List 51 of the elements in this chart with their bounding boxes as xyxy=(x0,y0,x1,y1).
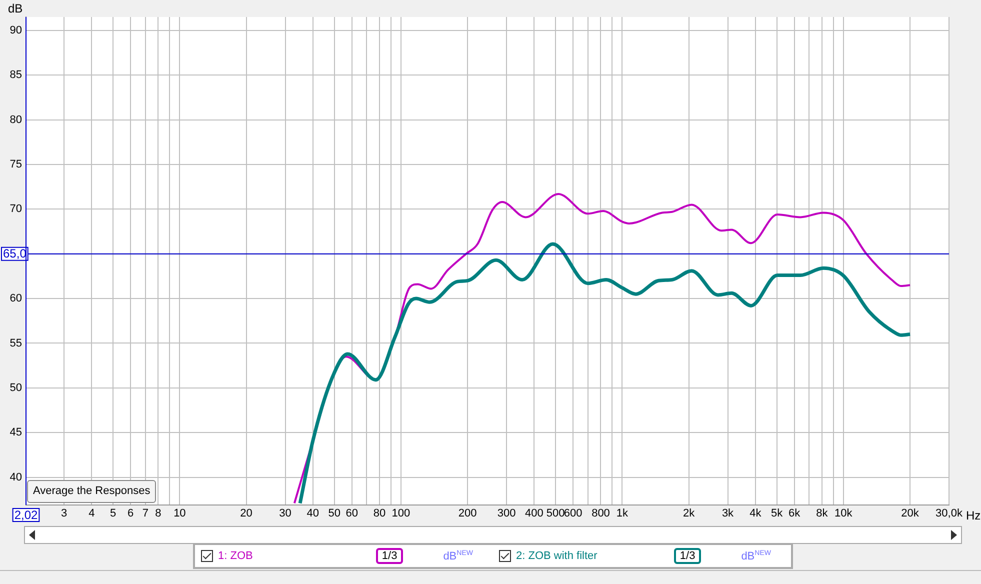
x-tick-label: 4k xyxy=(750,508,762,520)
x-tick-label: 60 xyxy=(346,508,358,520)
x-tick-label: 4 xyxy=(88,508,95,520)
y-tick-label: 70 xyxy=(10,203,22,216)
text: dB$^{NEW}$ xyxy=(443,550,473,562)
x-tick-label: 5k xyxy=(771,508,784,520)
x-tick-label: 400 xyxy=(524,508,544,520)
text: 1: ZOB xyxy=(218,550,253,562)
x-tick-label: 30 xyxy=(279,508,292,520)
x-tick-label: 300 xyxy=(497,508,516,520)
y-axis-title: dB xyxy=(8,1,23,16)
x-axis-title: Hz xyxy=(966,508,981,522)
x-tick-label: 8k xyxy=(816,508,828,520)
y-tick-label: 55 xyxy=(10,337,22,350)
x-tick-label: 6 xyxy=(128,508,134,520)
y-tick-label: 90 xyxy=(10,24,22,36)
x-tick-label: 500 xyxy=(546,508,565,520)
x-tick-label: 5 xyxy=(110,508,116,520)
x-tick-label: 200 xyxy=(458,508,477,520)
x-tick-label: 8 xyxy=(155,508,162,520)
x-tick-label: 2k xyxy=(682,508,696,520)
y-tick-label: 75 xyxy=(10,158,22,171)
x-tick-label: 10k xyxy=(834,508,853,520)
x-tick-label: 80 xyxy=(373,508,386,520)
x-tick-label: 30,0k xyxy=(936,508,963,520)
x-tick-label: 3k xyxy=(722,508,734,520)
average-button: Average the Responses xyxy=(27,480,156,503)
text: dB$^{NEW}$ xyxy=(741,550,771,562)
ref-line-label: 2,02 xyxy=(14,508,38,522)
y-tick-label: 50 xyxy=(10,382,22,394)
x-tick-label: 20k xyxy=(901,508,920,520)
x-tick-label: 3 xyxy=(60,508,68,520)
x-tick-label: 6k xyxy=(788,508,801,520)
y-tick-label: 80 xyxy=(10,114,22,126)
x-tick-label: 600 xyxy=(564,508,582,520)
x-tick-label: 10 xyxy=(174,508,186,520)
x-tick-label: 7 xyxy=(142,508,148,520)
x-tick-label: 100 xyxy=(392,508,410,520)
text: 1/3 xyxy=(674,548,702,564)
text: 2: ZOB with filter xyxy=(516,550,598,562)
text: 1/3 xyxy=(376,548,404,564)
y-tick-label: 85 xyxy=(10,69,22,82)
y-tick-label: 45 xyxy=(10,426,22,439)
x-tick-label: 20 xyxy=(240,508,252,520)
x-tick-label: 800 xyxy=(592,508,610,520)
x-tick-label: 50 xyxy=(328,508,340,520)
ref-line-label: 65,0 xyxy=(3,246,27,261)
x-tick-label: 1k xyxy=(616,508,628,520)
x-tick-label: 40 xyxy=(306,508,320,520)
y-tick-label: 40 xyxy=(10,471,22,484)
y-tick-label: 60 xyxy=(10,292,22,305)
